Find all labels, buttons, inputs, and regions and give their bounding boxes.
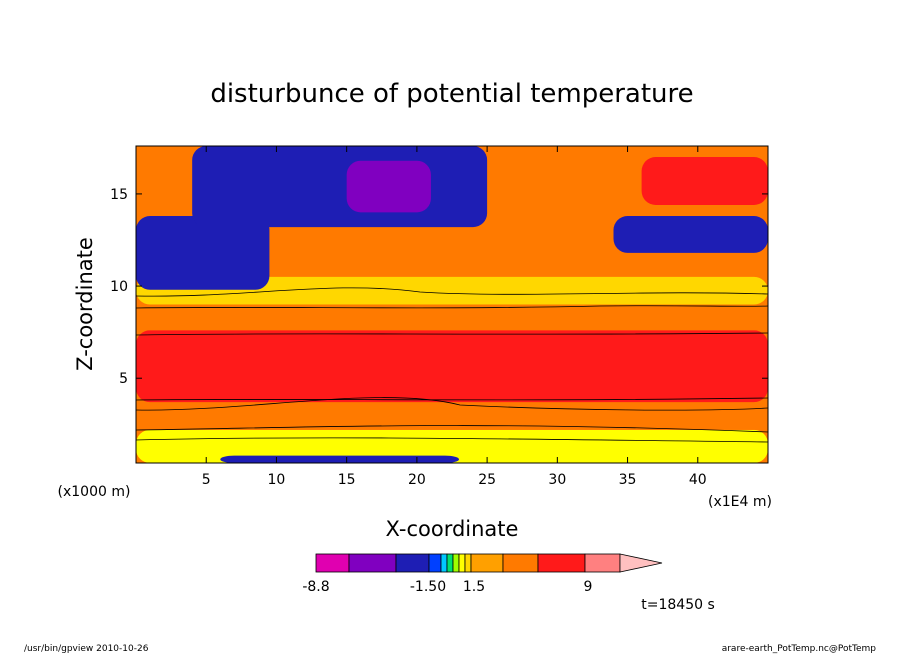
- x-tick-label: 20: [408, 472, 426, 488]
- plot-area: [136, 146, 768, 463]
- contour-line: [136, 287, 768, 297]
- y-axis-ticks: 5 10 15: [110, 187, 768, 387]
- x-tick-label: 35: [619, 472, 637, 488]
- contour-lines: [136, 287, 768, 443]
- region-mid-red-layer: [136, 330, 768, 403]
- contour-line: [136, 332, 768, 336]
- colorbar-segment: [537, 553, 586, 573]
- colorbar-segment: [395, 553, 430, 573]
- colorbar-extend-arrow: [619, 553, 663, 573]
- footer-left: /usr/bin/gpview 2010-10-26: [24, 644, 149, 654]
- x-tick-label: 25: [478, 472, 496, 488]
- colorbar-segment: [440, 553, 448, 573]
- colorbar-tick-label: 1.5: [463, 579, 485, 595]
- region-lower-orange: [136, 402, 768, 430]
- x-tick-label: 30: [548, 472, 566, 488]
- region-near-ground-blue: [220, 455, 460, 463]
- x-tick-label: 5: [202, 472, 211, 488]
- y-unit-note: (x1000 m): [58, 484, 131, 500]
- colorbar-segment: [584, 553, 621, 573]
- contour-line: [136, 437, 768, 443]
- region-top-center-blue: [192, 146, 488, 228]
- colorbar-segment: [446, 553, 454, 573]
- colorbar-segment: [348, 553, 397, 573]
- colorbar: [315, 553, 663, 573]
- y-axis-label: Z-coordinate: [73, 237, 97, 371]
- x-tick-label: 15: [338, 472, 356, 488]
- colorbar-segment: [470, 553, 504, 573]
- contour-line: [136, 305, 768, 309]
- y-tick-label: 10: [110, 279, 128, 295]
- region-top-right-red: [641, 157, 768, 205]
- colorbar-labels: -8.8 -1.50 1.5 9: [302, 579, 592, 595]
- region-upper-yellow: [136, 276, 768, 305]
- colorbar-segment: [428, 553, 442, 573]
- contour-line: [136, 425, 768, 433]
- x-unit-note: (x1E4 m): [708, 494, 772, 510]
- x-axis-ticks: 5 10 15 20 25 30 35 40: [202, 146, 707, 488]
- colorbar-segment: [502, 553, 539, 573]
- time-annotation: t=18450 s: [641, 597, 715, 613]
- plot-frame: [135, 145, 769, 464]
- colorbar-tick-label: -1.50: [410, 579, 446, 595]
- footer-right: arare-earth_PotTemp.nc@PotTemp: [722, 644, 877, 654]
- region-left-blue-cell: [136, 216, 270, 290]
- colorbar-segment: [464, 553, 472, 573]
- x-tick-label: 40: [689, 472, 707, 488]
- colorbar-tick-label: -8.8: [302, 579, 329, 595]
- colorbar-segment: [458, 553, 466, 573]
- y-tick-label: 5: [119, 371, 128, 387]
- colorbar-segment: [315, 553, 350, 573]
- region-right-blue-cell: [613, 216, 768, 253]
- x-axis-label: X-coordinate: [386, 517, 519, 541]
- colorbar-tick-label: 9: [584, 579, 593, 595]
- colorbar-segment: [452, 553, 460, 573]
- chart-title: disturbunce of potential temperature: [210, 79, 693, 109]
- y-tick-label: 15: [110, 187, 128, 203]
- contour-line: [136, 397, 768, 401]
- x-tick-label: 10: [268, 472, 286, 488]
- contour-line: [136, 397, 768, 411]
- region-top-center-purple: [346, 160, 431, 213]
- field-regions: [136, 146, 768, 463]
- region-upper-orange: [136, 304, 768, 331]
